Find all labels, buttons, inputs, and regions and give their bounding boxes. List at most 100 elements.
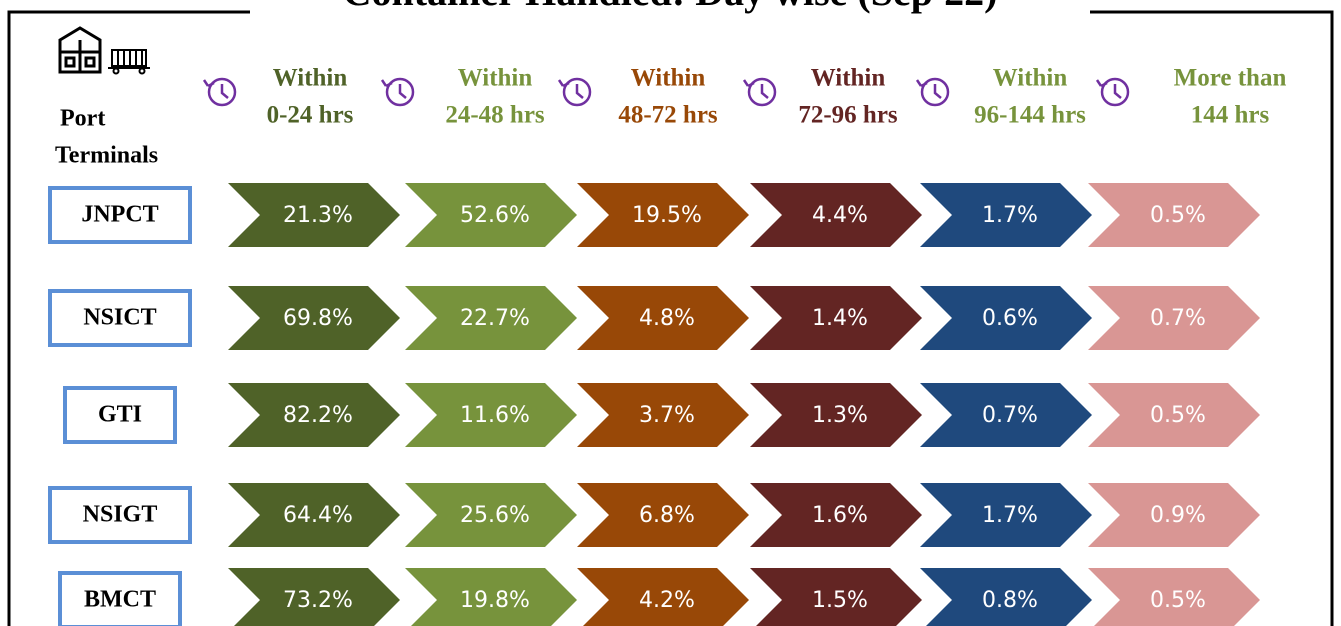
- column-header: 48-72 hrs: [618, 102, 718, 129]
- clock-hands: [220, 84, 229, 99]
- clock-face: [207, 77, 237, 107]
- cell-value: 0.9%: [1150, 503, 1206, 528]
- chevron: [920, 483, 1092, 547]
- column-header: Within: [458, 65, 533, 92]
- chevron: [228, 183, 400, 247]
- clock-arrow: [742, 79, 755, 88]
- cell-value: 73.2%: [283, 588, 353, 613]
- column-header: 96-144 hrs: [974, 102, 1086, 129]
- chevron: [750, 286, 922, 350]
- cell-value: 22.7%: [460, 306, 530, 331]
- clock-hands: [398, 84, 407, 99]
- clock-face: [385, 77, 415, 107]
- cell-value: 1.4%: [812, 306, 868, 331]
- chevron: [577, 483, 749, 547]
- terminal-label: NSICT: [83, 305, 156, 331]
- cell-value: 0.8%: [982, 588, 1038, 613]
- clock-face: [747, 77, 777, 107]
- row-header: Port: [60, 106, 105, 132]
- column-header: Within: [811, 65, 886, 92]
- clock-hands: [1113, 84, 1122, 99]
- chevron: [1088, 383, 1260, 447]
- terminal-box: [48, 289, 192, 347]
- clock-arrow: [1095, 79, 1108, 88]
- clock-face: [562, 77, 592, 107]
- clock-hands: [575, 84, 584, 99]
- cell-value: 1.6%: [812, 503, 868, 528]
- container-icon: [108, 49, 150, 75]
- cell-value: 52.6%: [460, 203, 530, 228]
- terminal-box: [63, 386, 177, 444]
- cell-value: 1.5%: [812, 588, 868, 613]
- clock-arrow: [557, 79, 570, 88]
- chevron: [1088, 183, 1260, 247]
- cell-value: 0.6%: [982, 306, 1038, 331]
- clock-arrow: [380, 79, 393, 88]
- chevron: [1088, 568, 1260, 626]
- cell-value: 0.5%: [1150, 588, 1206, 613]
- cell-value: 0.5%: [1150, 203, 1206, 228]
- column-header: More than: [1174, 65, 1287, 92]
- cell-value: 0.7%: [982, 403, 1038, 428]
- cell-value: 3.7%: [639, 403, 695, 428]
- terminal-label: JNPCT: [81, 202, 158, 228]
- cell-value: 11.6%: [460, 403, 530, 428]
- clock-icon: [557, 77, 592, 107]
- cell-value: 69.8%: [283, 306, 353, 331]
- terminal-label: BMCT: [84, 587, 156, 613]
- terminal-box: [48, 486, 192, 544]
- chevron: [577, 383, 749, 447]
- row-header: Terminals: [55, 143, 158, 169]
- chevron: [228, 383, 400, 447]
- cell-value: 19.8%: [460, 588, 530, 613]
- chevron: [920, 568, 1092, 626]
- chevron: [1088, 286, 1260, 350]
- clock-hands: [760, 84, 769, 99]
- chevron: [920, 183, 1092, 247]
- clock-icon: [1095, 77, 1130, 107]
- cell-value: 82.2%: [283, 403, 353, 428]
- clock-icon: [915, 77, 950, 107]
- chevron: [750, 568, 922, 626]
- cell-value: 6.8%: [639, 503, 695, 528]
- clock-arrow: [202, 79, 215, 88]
- terminal-box: [48, 186, 192, 244]
- cell-value: 1.7%: [982, 203, 1038, 228]
- column-header: 72-96 hrs: [798, 102, 898, 129]
- clock-face: [1100, 77, 1130, 107]
- chevron: [920, 383, 1092, 447]
- cell-value: 19.5%: [632, 203, 702, 228]
- chevron: [228, 483, 400, 547]
- cell-value: 1.7%: [982, 503, 1038, 528]
- cell-value: 1.3%: [812, 403, 868, 428]
- title-backdrop: [250, 0, 1090, 14]
- cell-value: 4.4%: [812, 203, 868, 228]
- chevron: [750, 183, 922, 247]
- clock-hands: [933, 84, 942, 99]
- cell-value: 0.5%: [1150, 403, 1206, 428]
- chevron: [1088, 483, 1260, 547]
- terminal-box: [58, 571, 182, 626]
- title: Container Handled: Day wise (Sep'22): [343, 0, 998, 14]
- chevron: [228, 286, 400, 350]
- cell-value: 64.4%: [283, 503, 353, 528]
- column-header: Within: [273, 65, 348, 92]
- column-header: 24-48 hrs: [445, 102, 545, 129]
- column-header: 0-24 hrs: [267, 102, 354, 129]
- chevron: [577, 183, 749, 247]
- clock-arrow: [915, 79, 928, 88]
- chevron: [577, 286, 749, 350]
- cell-value: 25.6%: [460, 503, 530, 528]
- chevron: [750, 383, 922, 447]
- chevron: [405, 183, 577, 247]
- chevron: [228, 568, 400, 626]
- building-icon: [58, 26, 102, 74]
- chevron: [920, 286, 1092, 350]
- column-header: Within: [993, 65, 1068, 92]
- cell-value: 4.2%: [639, 588, 695, 613]
- clock-face: [920, 77, 950, 107]
- chevron: [405, 568, 577, 626]
- cell-value: 21.3%: [283, 203, 353, 228]
- clock-icon: [742, 77, 777, 107]
